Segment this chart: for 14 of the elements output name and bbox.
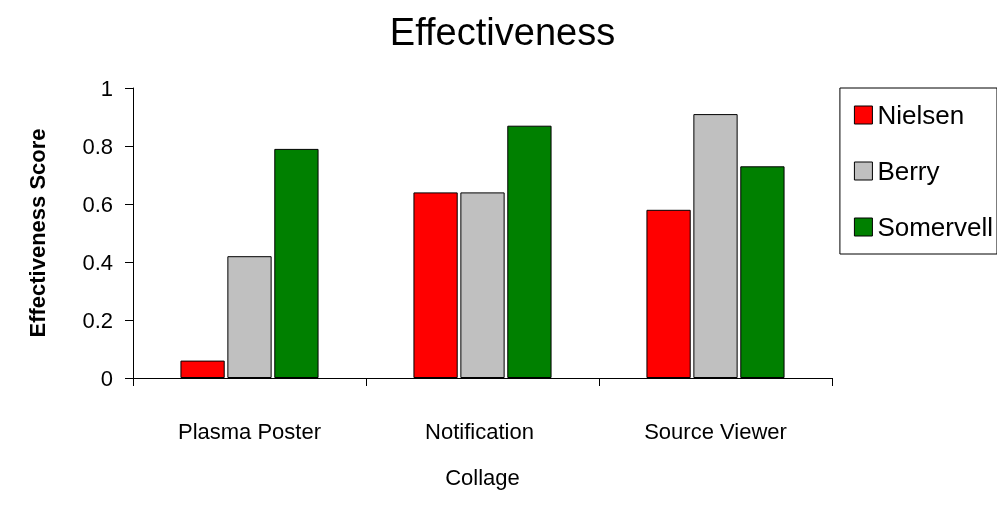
legend-label: Nielsen	[877, 100, 965, 130]
y-tick-label: 0.4	[82, 249, 113, 275]
x-tick-label: Notification Collage	[425, 418, 540, 490]
y-tick-label: 0.6	[82, 191, 113, 217]
x-tick-label: Source Viewer	[644, 418, 787, 444]
y-tick-label: 1	[100, 75, 113, 101]
legend-label: Berry	[877, 156, 940, 186]
x-tick-label: Plasma Poster	[177, 418, 322, 444]
y-axis-title: Effectiveness Score	[24, 128, 50, 338]
y-tick-label: 0.8	[82, 133, 113, 159]
legend-label: Somervell	[877, 212, 993, 242]
y-tick-label: 0.2	[82, 307, 113, 333]
y-tick-label: 0	[100, 365, 113, 391]
chart-title: Effectiveness	[389, 11, 616, 53]
